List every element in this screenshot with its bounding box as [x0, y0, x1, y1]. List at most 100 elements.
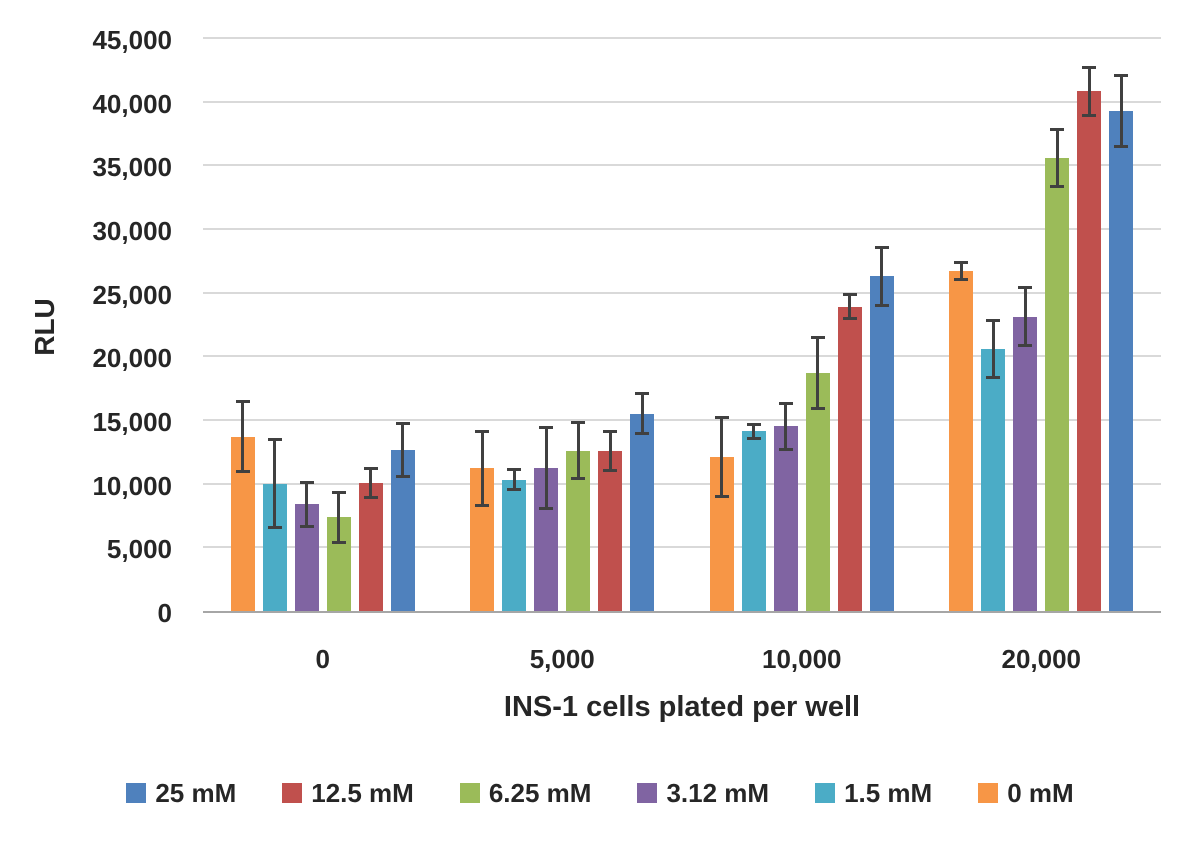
error-bar-cap [1050, 184, 1065, 188]
error-bar-stem [816, 335, 820, 410]
gridline [203, 482, 1161, 485]
legend-swatch [126, 783, 147, 803]
error-bar-stem [576, 421, 580, 480]
legend-item-6-25-mm: 6.25 mM [459, 778, 592, 808]
error-bar-stem [480, 429, 484, 508]
bar [709, 416, 734, 611]
x-tick-label: 10,000 [761, 644, 842, 674]
error-bar-stem [337, 490, 341, 545]
error-bar [363, 467, 378, 499]
bar [869, 245, 894, 611]
error-bar [331, 490, 346, 545]
y-tick-label: 40,000 [92, 88, 172, 119]
error-bar-stem [273, 438, 277, 529]
error-bar-cap [395, 474, 410, 478]
error-bar-cap [986, 318, 1001, 322]
legend-swatch [459, 783, 480, 803]
gridline [203, 546, 1161, 549]
error-bar-cap [507, 488, 522, 492]
y-tick-label: 5,000 [106, 534, 172, 565]
bar [630, 392, 655, 611]
error-bar-cap [714, 416, 729, 420]
bar [741, 423, 766, 611]
bar-group-10000 [682, 40, 922, 611]
error-bar-cap [475, 429, 490, 433]
legend-label: 6.25 mM [488, 778, 592, 808]
error-bar-stem [369, 467, 373, 499]
error-bar-cap [1114, 144, 1129, 148]
legend-item-25-mm: 25 mM [126, 779, 236, 807]
error-bar-cap [395, 421, 410, 425]
error-bar-stem [305, 480, 309, 528]
y-axis-tick-labels: 0 5,000 10,000 15,000 20,000 25,000 30,000 35,0… [0, 27, 172, 626]
legend-item-3-12-mm: 3.12 mM [637, 779, 769, 807]
legend-item-0-mm: 0 mM [978, 779, 1074, 807]
bar [502, 468, 527, 611]
error-bar-stem [848, 293, 852, 321]
error-bar-cap [874, 245, 889, 249]
legend-label: 3.12 mM [666, 778, 770, 808]
error-bar-cap [842, 293, 857, 297]
error-bar-stem [241, 399, 245, 474]
error-bar-cap [1114, 73, 1129, 77]
error-bar-cap [267, 438, 282, 442]
error-bar [986, 318, 1001, 379]
plot-area [203, 37, 1161, 613]
bar [534, 426, 559, 611]
error-bar-stem [1087, 66, 1091, 117]
error-bar [954, 260, 969, 282]
bar [566, 421, 591, 611]
error-bar [603, 429, 618, 472]
x-axis-tick-labels: 0 5,000 10,000 20,000 [203, 644, 1161, 674]
error-bar [235, 399, 250, 474]
error-bar [395, 421, 410, 478]
bar [1109, 73, 1134, 611]
x-tick-label: 5,000 [529, 644, 595, 674]
bar-group-5000 [443, 40, 683, 611]
error-bar-stem [959, 260, 963, 282]
gridline [203, 100, 1161, 103]
error-bar [746, 423, 761, 440]
bar [1045, 127, 1070, 611]
legend-swatch [978, 783, 999, 803]
error-bar-stem [544, 426, 548, 511]
bar [470, 429, 495, 611]
error-bar-cap [954, 278, 969, 282]
bar [805, 335, 830, 611]
error-bar [778, 401, 793, 452]
error-bar-cap [331, 490, 346, 494]
error-bar-cap [475, 504, 490, 508]
y-tick-label: 10,000 [92, 470, 172, 501]
legend-label: 25 mM [155, 778, 237, 808]
gridline [203, 164, 1161, 167]
error-bar [507, 468, 522, 492]
error-bar-cap [986, 375, 1001, 379]
error-bar-cap [539, 507, 554, 511]
error-bar [1018, 286, 1033, 348]
error-bar-cap [331, 541, 346, 545]
error-bar [874, 245, 889, 307]
x-tick-label: 0 [315, 644, 330, 674]
error-bar-stem [991, 318, 995, 379]
error-bar-cap [539, 426, 554, 430]
error-bar-stem [752, 423, 756, 440]
y-tick-label: 15,000 [92, 407, 172, 437]
legend-swatch [815, 783, 836, 803]
error-bar-cap [714, 494, 729, 498]
error-bar-cap [1018, 286, 1033, 290]
error-bar-cap [267, 525, 282, 529]
error-bar-cap [954, 260, 969, 264]
error-bar [299, 480, 314, 528]
error-bar [267, 438, 282, 529]
error-bar-cap [778, 401, 793, 405]
error-bar [842, 293, 857, 321]
error-bar-stem [720, 416, 724, 498]
error-bar-cap [235, 470, 250, 474]
error-bar-cap [571, 476, 586, 480]
error-bar-stem [640, 392, 644, 436]
error-bar [475, 429, 490, 508]
error-bar [539, 426, 554, 511]
error-bar-stem [1055, 127, 1059, 188]
legend-swatch [282, 783, 303, 803]
